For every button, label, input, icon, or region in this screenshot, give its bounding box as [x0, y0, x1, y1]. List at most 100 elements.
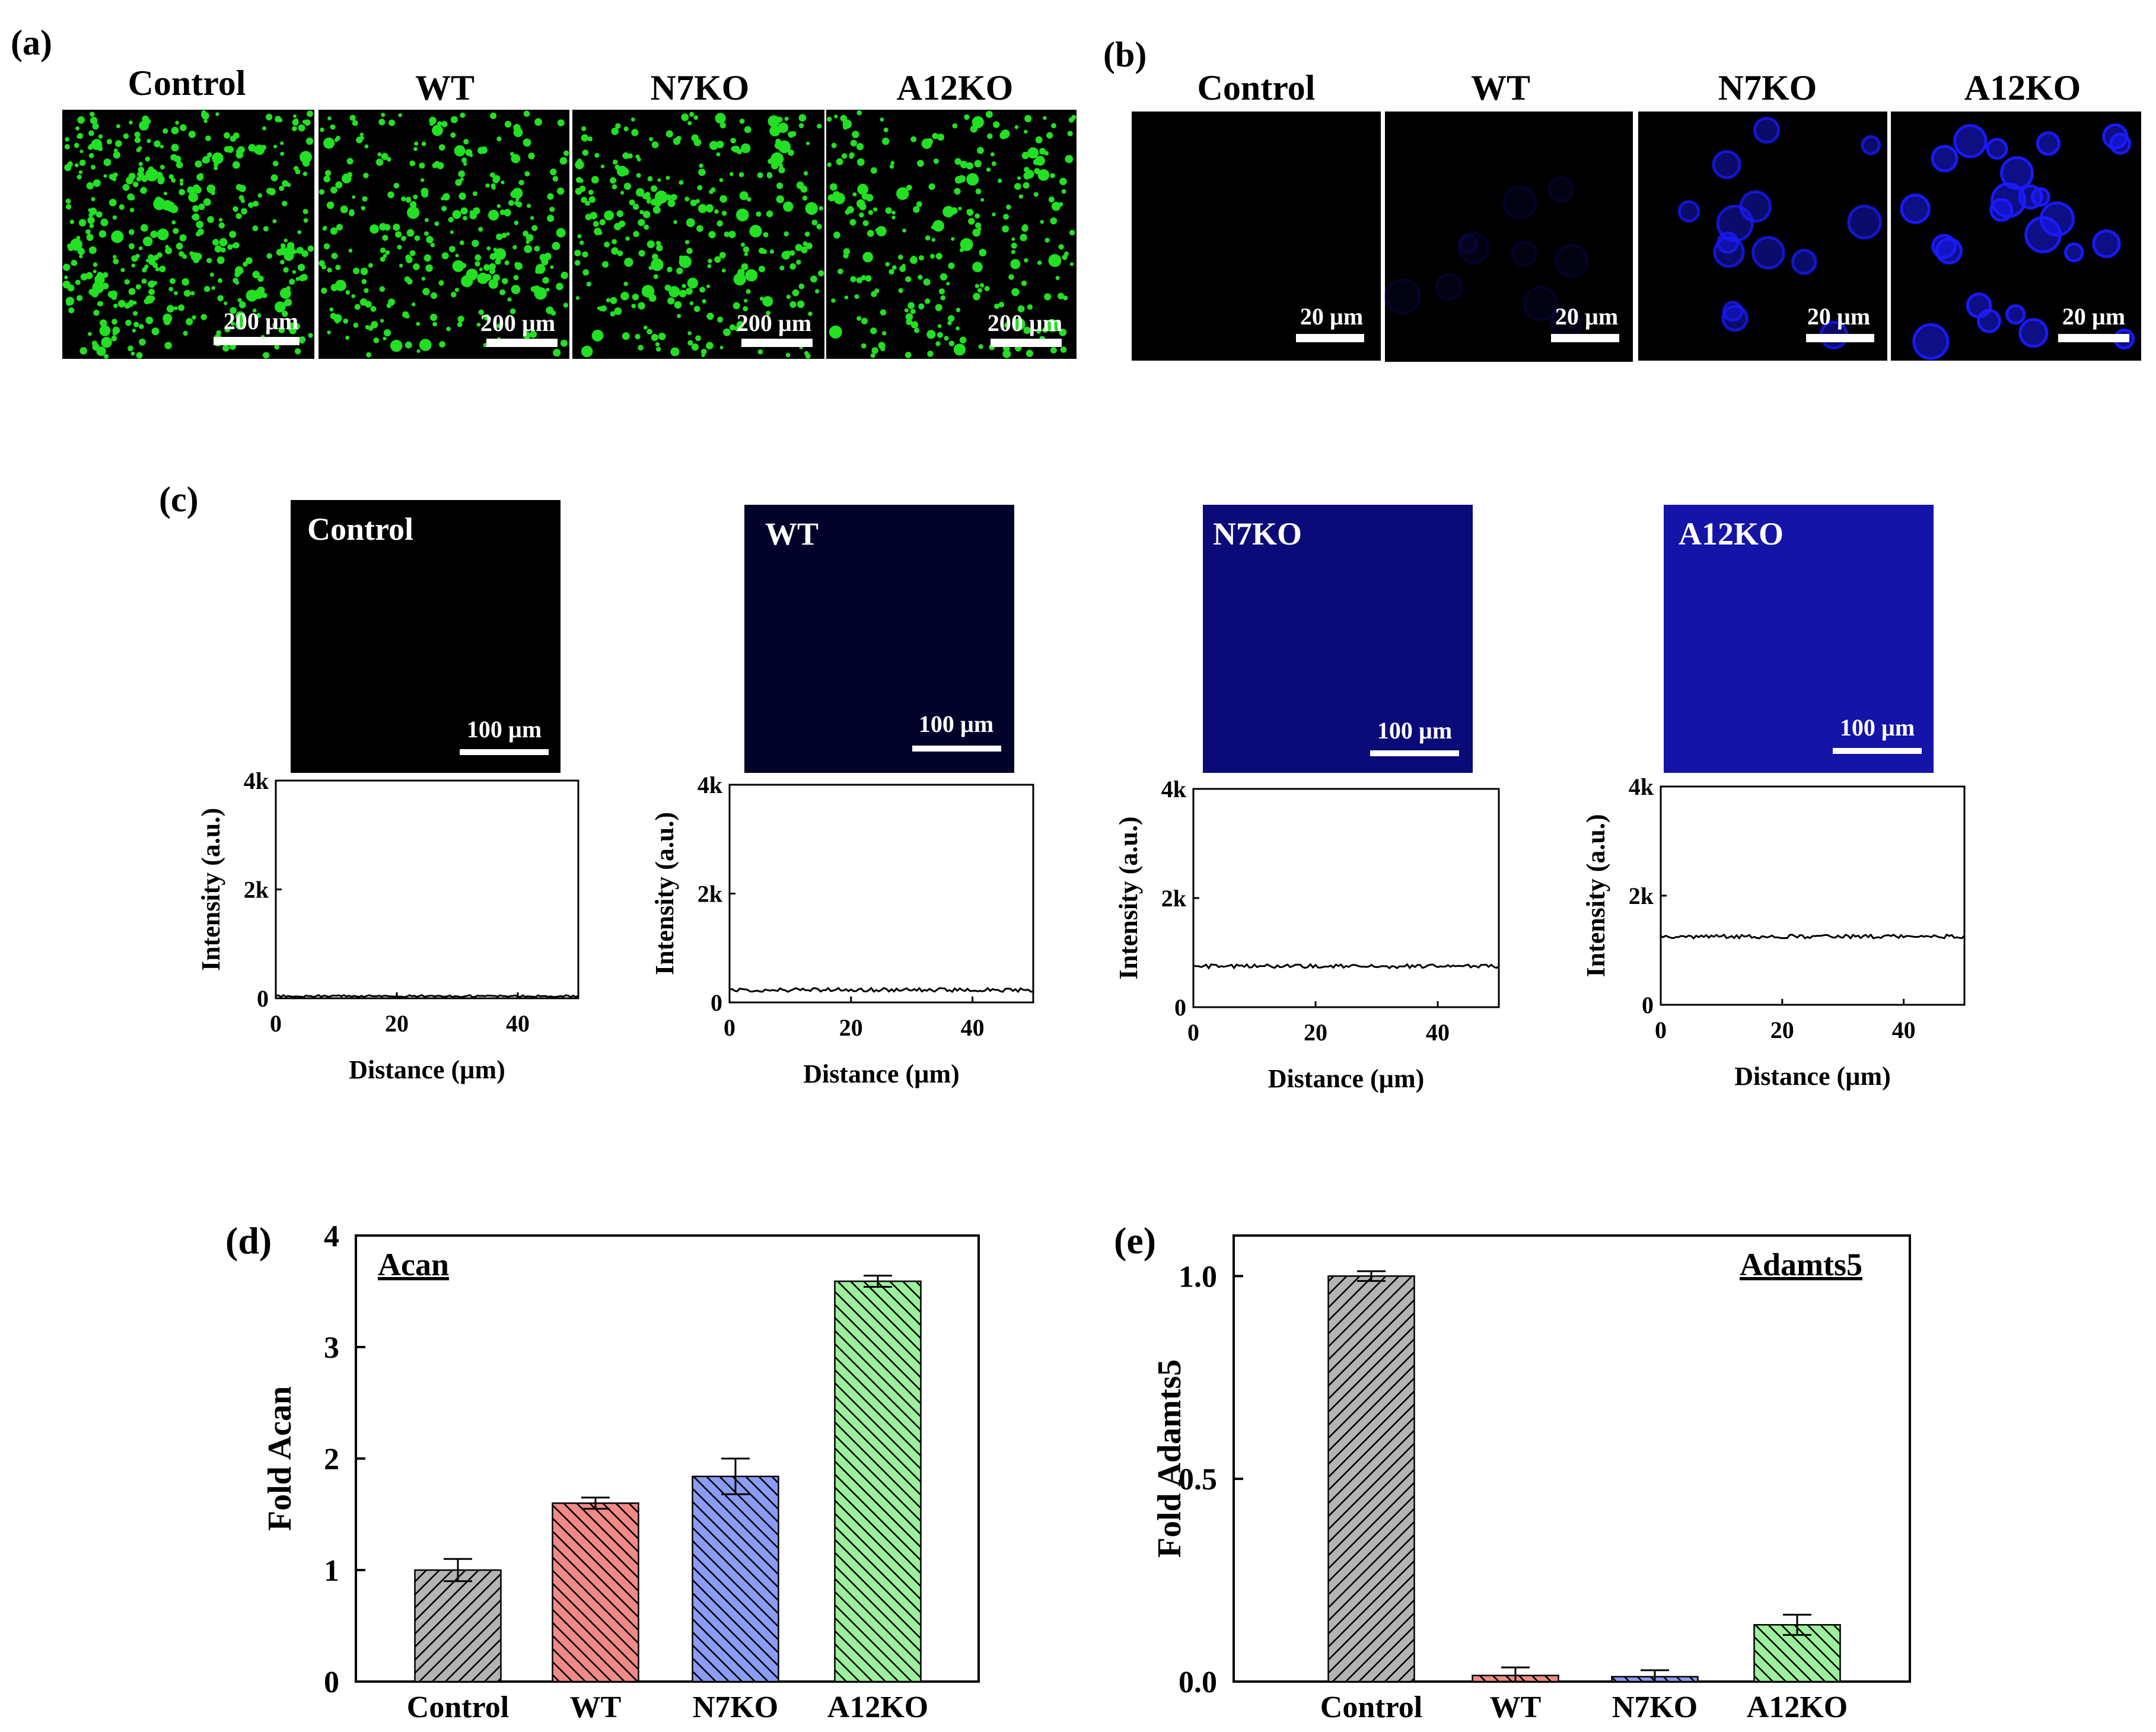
cell-dot — [597, 330, 602, 336]
cell-dot — [232, 161, 240, 169]
cell-dot — [297, 263, 305, 272]
cell-dot — [147, 139, 151, 144]
cell-dot — [119, 204, 125, 210]
cell-dot — [414, 235, 421, 241]
cell-dot — [811, 219, 818, 225]
nuclei-cells — [1900, 123, 2135, 360]
cell-dot — [404, 276, 410, 282]
cell-dot — [104, 354, 109, 359]
cell-dot — [801, 246, 808, 254]
cell-dot — [647, 176, 653, 182]
cell-dot — [721, 211, 727, 216]
cell-dot — [923, 278, 931, 286]
cell-dot — [326, 201, 335, 209]
x-tick-label: WT — [570, 1690, 622, 1724]
cell-dot — [560, 339, 568, 347]
x-tick-label: WT — [1490, 1690, 1542, 1724]
cell-dot — [331, 253, 338, 259]
cell-dot — [657, 178, 661, 182]
cell-dot — [380, 319, 384, 323]
cell-dot — [142, 115, 149, 123]
cell-dot — [778, 167, 785, 174]
cell-dot — [122, 184, 130, 191]
cell-dot — [142, 268, 147, 273]
cell-dot — [171, 220, 176, 225]
cell-dot — [137, 171, 144, 178]
scale-bar-label: 20 µm — [2062, 303, 2125, 330]
cell-dot — [776, 116, 783, 123]
cell-dot — [586, 281, 591, 287]
cell-dot — [598, 230, 603, 235]
cell-dot — [88, 246, 97, 254]
cell-dot — [975, 222, 982, 229]
cell-dot — [257, 275, 264, 282]
cell-dot — [231, 321, 235, 326]
cell-dot — [891, 265, 897, 270]
cell-dot — [414, 141, 419, 146]
cell-dot — [1011, 250, 1015, 254]
cell-dot — [708, 231, 716, 238]
cell-dot — [495, 259, 501, 265]
cell-dot — [616, 210, 623, 218]
x-tick-label: 0 — [724, 1014, 735, 1041]
cell-dot — [493, 247, 498, 252]
cell-dot — [323, 243, 330, 250]
cell-dot — [128, 288, 136, 295]
cell-dot — [789, 263, 797, 270]
cell-dot — [664, 284, 671, 291]
cell-dot — [885, 207, 892, 214]
cell-dot — [171, 144, 179, 152]
cell-dot — [144, 298, 150, 305]
cell-dot — [146, 259, 150, 263]
cell-dot — [686, 288, 693, 295]
cell-dot — [379, 222, 387, 231]
cell-dot — [796, 259, 801, 265]
cell-dot — [241, 208, 247, 215]
cell-dot — [926, 138, 933, 145]
cell-dot — [1010, 259, 1021, 269]
cell-dot — [424, 218, 429, 222]
cell-dot — [413, 263, 420, 270]
cell-dot — [421, 190, 429, 198]
cell-dot — [1059, 177, 1067, 186]
bar-control — [1327, 1270, 1415, 1683]
cell-dot — [380, 247, 386, 253]
cell-dot — [987, 133, 993, 139]
cell-dot — [177, 304, 185, 311]
cell-dot — [575, 160, 584, 170]
cell-dot — [837, 268, 843, 275]
cell-dot — [926, 330, 936, 339]
cell-dot — [612, 160, 618, 165]
cell-dot — [719, 345, 724, 349]
cell-dot — [257, 193, 263, 198]
cell-dot — [473, 207, 480, 215]
cell-dot — [816, 224, 822, 230]
nucleus — [1986, 138, 2008, 160]
cell-dot — [266, 253, 272, 259]
cell-dot — [668, 286, 680, 298]
cell-dot — [476, 323, 481, 327]
cell-dot — [88, 130, 94, 136]
cell-dot — [221, 247, 226, 253]
cell-dot — [883, 128, 888, 132]
nucleus — [2039, 201, 2075, 237]
cell-dot — [1050, 347, 1057, 354]
cell-dot — [622, 152, 629, 160]
cell-dot — [351, 294, 356, 298]
cell-dot — [602, 261, 609, 268]
cell-dot — [890, 161, 894, 165]
cell-dot — [805, 243, 813, 250]
cell-dot — [224, 132, 230, 139]
cell-dot — [604, 241, 610, 248]
cell-dot — [485, 183, 490, 188]
cell-dot — [1061, 189, 1066, 194]
cell-dot — [160, 145, 164, 149]
cell-dot — [399, 263, 403, 268]
nucleus — [1511, 240, 1538, 268]
cell-dot — [112, 215, 117, 220]
cell-dot — [679, 180, 684, 185]
cell-dot — [549, 206, 555, 212]
cell-dot — [159, 265, 166, 272]
cell-dot — [68, 307, 75, 314]
